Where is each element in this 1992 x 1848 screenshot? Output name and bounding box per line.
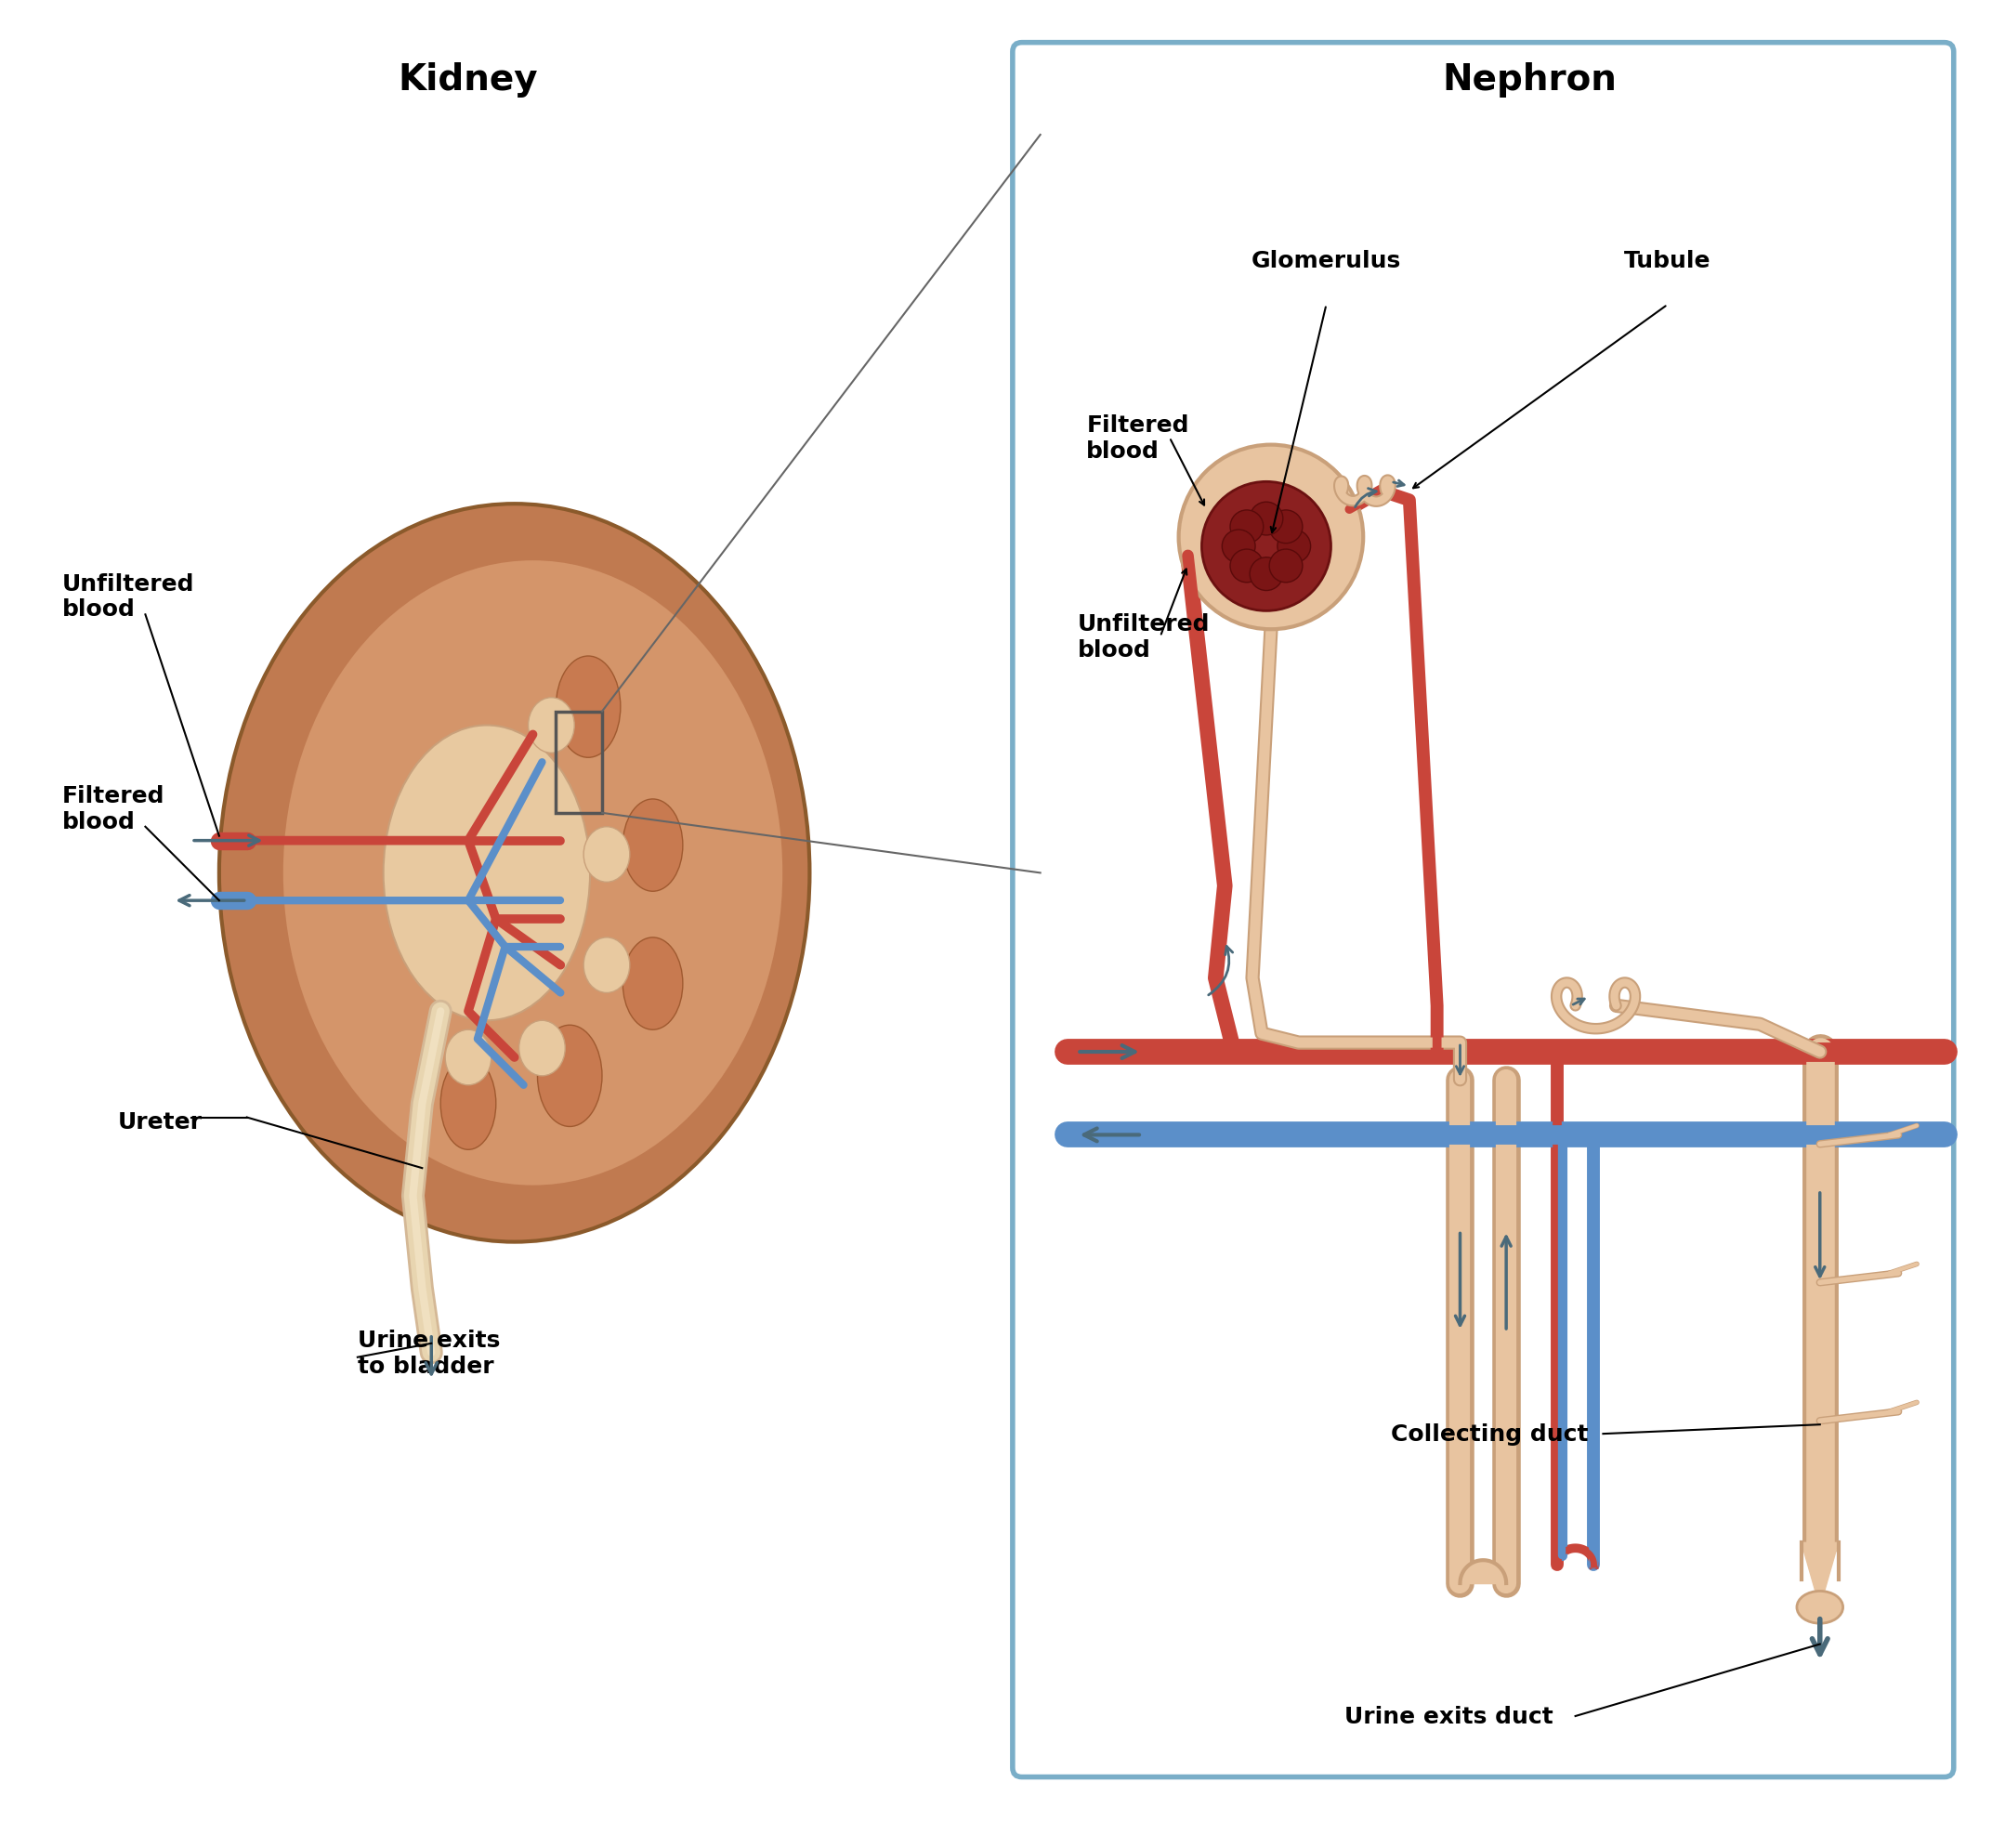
Text: Kidney: Kidney (398, 61, 538, 98)
Ellipse shape (538, 1026, 602, 1127)
Text: Filtered
blood: Filtered blood (62, 785, 165, 833)
Text: Tubule: Tubule (1623, 249, 1711, 272)
Ellipse shape (528, 699, 574, 754)
Ellipse shape (1797, 1591, 1843, 1623)
Text: Urine exits
to bladder: Urine exits to bladder (357, 1329, 500, 1377)
Circle shape (1277, 530, 1311, 564)
Circle shape (1249, 558, 1283, 591)
FancyBboxPatch shape (1012, 43, 1954, 1778)
Bar (556, 711, 602, 813)
Circle shape (1231, 510, 1263, 543)
Ellipse shape (444, 1029, 492, 1085)
Ellipse shape (584, 937, 629, 992)
Circle shape (1269, 510, 1303, 543)
Text: Unfiltered
blood: Unfiltered blood (1078, 614, 1209, 662)
Ellipse shape (623, 937, 683, 1029)
Ellipse shape (440, 1057, 496, 1149)
Ellipse shape (283, 560, 783, 1186)
Text: Unfiltered
blood: Unfiltered blood (62, 573, 195, 621)
Ellipse shape (556, 656, 620, 758)
Circle shape (1249, 503, 1283, 536)
Text: Glomerulus: Glomerulus (1251, 249, 1400, 272)
Ellipse shape (623, 800, 683, 893)
Text: Collecting duct: Collecting duct (1390, 1423, 1588, 1445)
Ellipse shape (520, 1020, 566, 1076)
Circle shape (1221, 530, 1255, 564)
Circle shape (1231, 551, 1263, 582)
Circle shape (1269, 551, 1303, 582)
Circle shape (1179, 445, 1363, 630)
Ellipse shape (382, 726, 590, 1020)
Circle shape (1201, 482, 1331, 612)
Text: Urine exits duct: Urine exits duct (1345, 1706, 1554, 1728)
Polygon shape (1801, 1543, 1839, 1608)
Text: Ureter: Ureter (118, 1111, 203, 1133)
Text: Nephron: Nephron (1442, 61, 1618, 98)
Ellipse shape (219, 505, 809, 1242)
Text: Filtered
blood: Filtered blood (1086, 414, 1189, 462)
Ellipse shape (584, 828, 629, 883)
